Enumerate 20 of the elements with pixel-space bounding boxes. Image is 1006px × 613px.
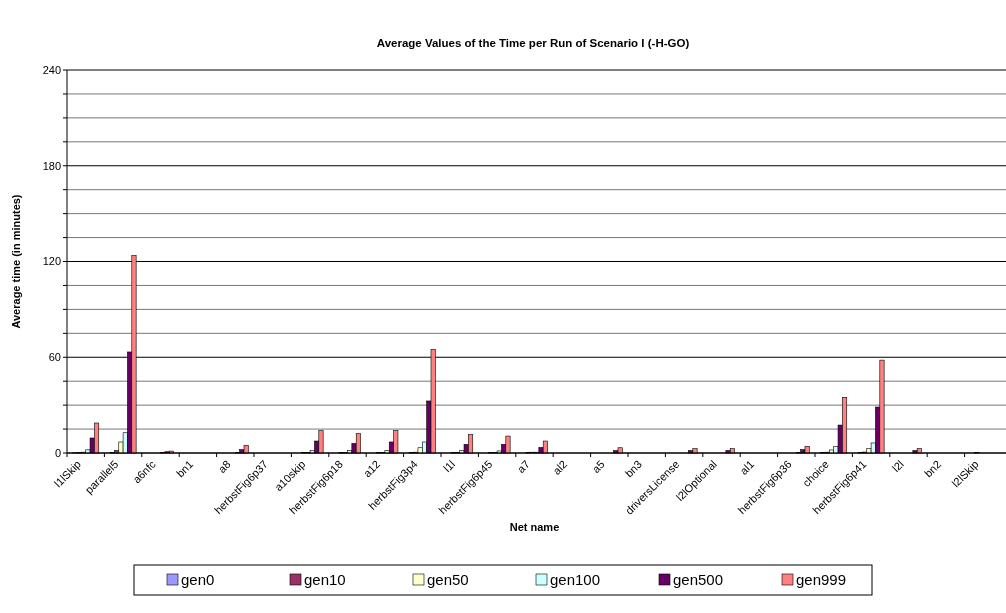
y-tick-label: 180	[42, 159, 61, 172]
legend-label: gen100	[550, 570, 601, 588]
legend-label: gen500	[673, 570, 724, 588]
x-tick-label: l2l	[889, 457, 906, 475]
x-axis-title: Net name	[509, 521, 560, 533]
legend-label: gen10	[304, 570, 346, 588]
chart-title: Average Values of the Time per Run of Scenario I (-H-GO)	[376, 37, 690, 49]
legend-label: gen999	[796, 570, 847, 588]
y-tick-label: 60	[48, 351, 61, 364]
x-tick-label: al2	[550, 457, 570, 477]
y-tick-label: 120	[42, 255, 61, 268]
x-tick-label: a5	[589, 457, 607, 476]
y-tick-label: 0	[54, 446, 61, 459]
y-axis-title: Average time (in minutes)	[10, 194, 22, 329]
legend-label: gen0	[181, 570, 215, 588]
y-tick-label: 240	[42, 63, 61, 76]
x-tick-label: bn2	[921, 457, 944, 480]
x-tick-label: a7	[514, 457, 532, 476]
legend-label: gen50	[427, 570, 469, 588]
x-tick-label: bn1	[173, 457, 196, 480]
